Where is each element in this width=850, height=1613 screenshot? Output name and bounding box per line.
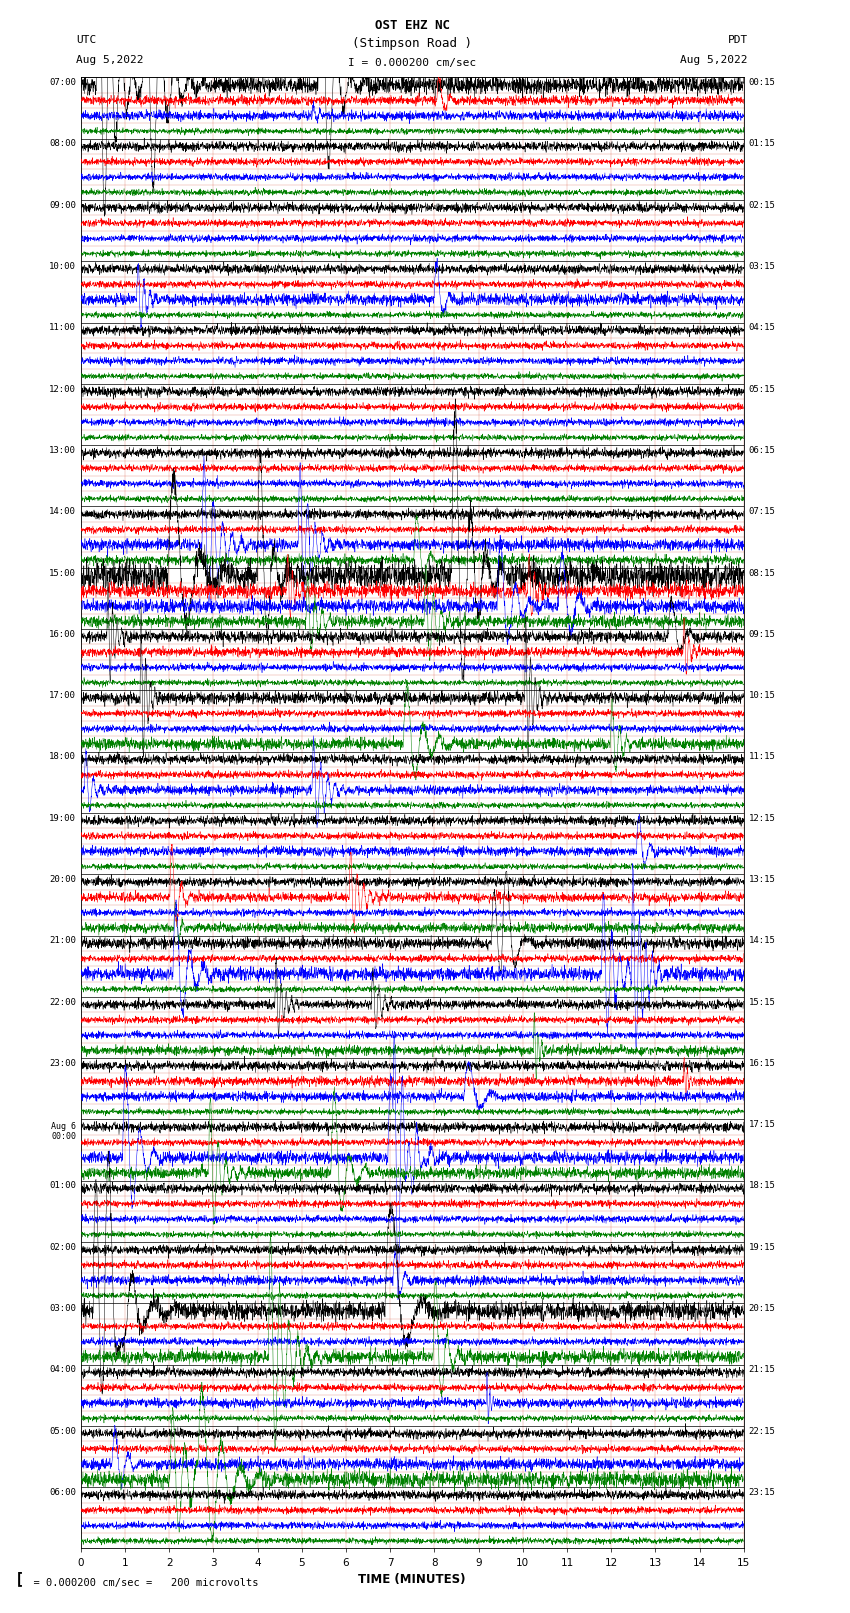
Text: 03:00: 03:00	[49, 1303, 76, 1313]
Text: 11:15: 11:15	[748, 752, 775, 761]
Text: Aug 5,2022: Aug 5,2022	[76, 55, 144, 65]
Text: 01:00: 01:00	[49, 1181, 76, 1190]
Text: 01:15: 01:15	[748, 139, 775, 148]
Text: 04:00: 04:00	[49, 1365, 76, 1374]
Text: 19:00: 19:00	[49, 813, 76, 823]
Text: (Stimpson Road ): (Stimpson Road )	[352, 37, 473, 50]
Text: [: [	[15, 1571, 25, 1586]
Text: 12:15: 12:15	[748, 813, 775, 823]
Text: 08:15: 08:15	[748, 568, 775, 577]
Text: 23:00: 23:00	[49, 1058, 76, 1068]
Text: 10:15: 10:15	[748, 690, 775, 700]
Text: 05:15: 05:15	[748, 384, 775, 394]
Text: 14:15: 14:15	[748, 936, 775, 945]
Text: 02:00: 02:00	[49, 1242, 76, 1252]
Text: Aug 6
00:00: Aug 6 00:00	[51, 1121, 76, 1140]
Text: 13:00: 13:00	[49, 445, 76, 455]
Text: 16:00: 16:00	[49, 629, 76, 639]
Text: 20:00: 20:00	[49, 874, 76, 884]
Text: 15:15: 15:15	[748, 997, 775, 1007]
Text: 06:00: 06:00	[49, 1487, 76, 1497]
X-axis label: TIME (MINUTES): TIME (MINUTES)	[359, 1573, 466, 1586]
Text: Aug 5,2022: Aug 5,2022	[681, 55, 748, 65]
Text: 04:15: 04:15	[748, 323, 775, 332]
Text: 18:00: 18:00	[49, 752, 76, 761]
Text: 11:00: 11:00	[49, 323, 76, 332]
Text: 16:15: 16:15	[748, 1058, 775, 1068]
Text: 14:00: 14:00	[49, 506, 76, 516]
Text: 09:15: 09:15	[748, 629, 775, 639]
Text: 05:00: 05:00	[49, 1426, 76, 1436]
Text: 02:15: 02:15	[748, 200, 775, 210]
Text: 08:00: 08:00	[49, 139, 76, 148]
Text: PDT: PDT	[728, 35, 748, 45]
Text: 18:15: 18:15	[748, 1181, 775, 1190]
Text: 13:15: 13:15	[748, 874, 775, 884]
Text: 17:00: 17:00	[49, 690, 76, 700]
Text: 07:00: 07:00	[49, 77, 76, 87]
Text: 19:15: 19:15	[748, 1242, 775, 1252]
Text: 20:15: 20:15	[748, 1303, 775, 1313]
Text: 10:00: 10:00	[49, 261, 76, 271]
Text: 17:15: 17:15	[748, 1119, 775, 1129]
Text: 06:15: 06:15	[748, 445, 775, 455]
Text: OST EHZ NC: OST EHZ NC	[375, 19, 450, 32]
Text: = 0.000200 cm/sec =   200 microvolts: = 0.000200 cm/sec = 200 microvolts	[21, 1578, 258, 1587]
Text: 12:00: 12:00	[49, 384, 76, 394]
Text: I = 0.000200 cm/sec: I = 0.000200 cm/sec	[348, 58, 476, 68]
Text: 22:00: 22:00	[49, 997, 76, 1007]
Text: 09:00: 09:00	[49, 200, 76, 210]
Text: 22:15: 22:15	[748, 1426, 775, 1436]
Text: 00:15: 00:15	[748, 77, 775, 87]
Text: 21:00: 21:00	[49, 936, 76, 945]
Text: 21:15: 21:15	[748, 1365, 775, 1374]
Text: 03:15: 03:15	[748, 261, 775, 271]
Text: 07:15: 07:15	[748, 506, 775, 516]
Text: 23:15: 23:15	[748, 1487, 775, 1497]
Text: 15:00: 15:00	[49, 568, 76, 577]
Text: UTC: UTC	[76, 35, 97, 45]
